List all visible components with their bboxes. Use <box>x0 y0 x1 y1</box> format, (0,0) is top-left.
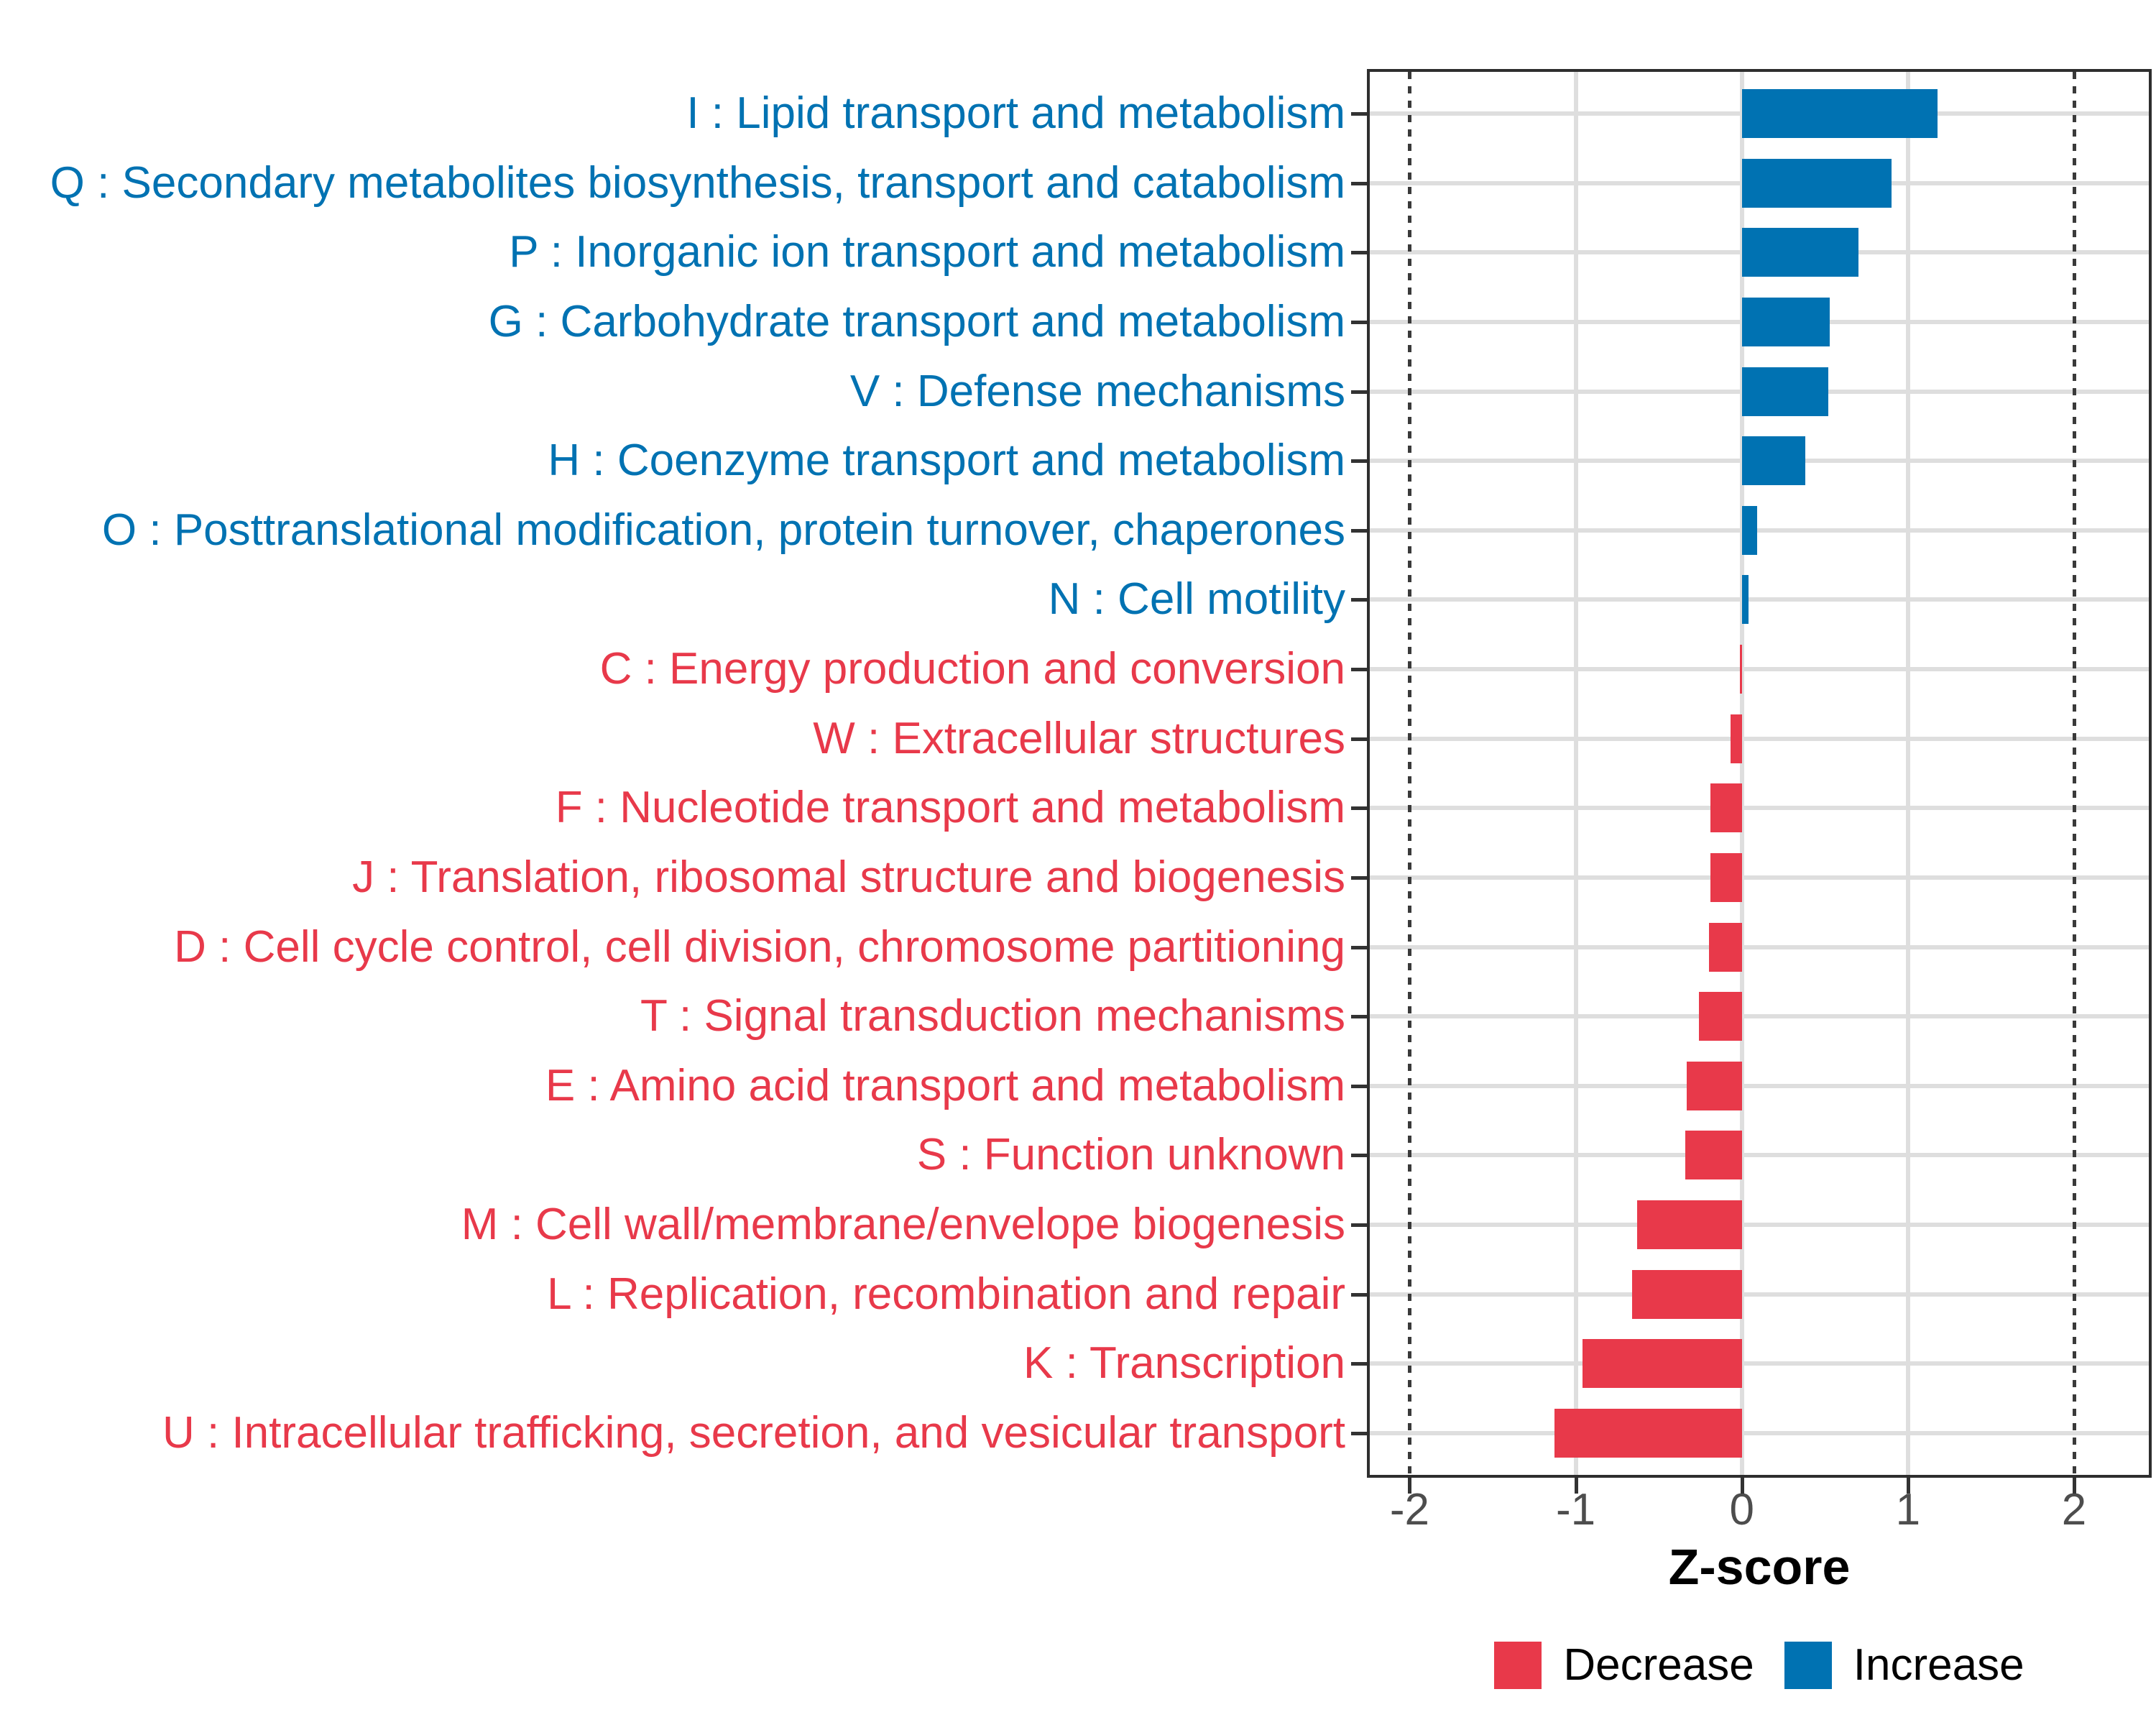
gridline-y-C <box>1370 667 2149 672</box>
gridline-y-O <box>1370 528 2149 533</box>
category-label-M: M : Cell wall/membrane/envelope biogenes… <box>461 1200 1345 1250</box>
y-tick-H <box>1351 459 1368 464</box>
x-tick-1 <box>1906 1476 1910 1494</box>
y-tick-M <box>1351 1223 1368 1228</box>
bar-W <box>1730 714 1742 763</box>
bar-G <box>1741 297 1830 346</box>
category-label-J: J : Translation, ribosomal structure and… <box>352 852 1345 902</box>
legend-item-decrease: Decrease <box>1494 1640 1754 1690</box>
bar-U <box>1554 1409 1742 1458</box>
category-label-U: U : Intracellular trafficking, secretion… <box>162 1408 1345 1458</box>
y-tick-S <box>1351 1154 1368 1158</box>
legend-swatch-increase <box>1784 1642 1832 1689</box>
x-tick-2 <box>2072 1476 2076 1494</box>
bar-D <box>1708 922 1742 972</box>
bar-S <box>1685 1131 1742 1180</box>
bar-Q <box>1741 158 1892 208</box>
legend: Decrease Increase <box>1370 1640 2149 1690</box>
y-tick-K <box>1351 1362 1368 1366</box>
category-label-H: H : Coenzyme transport and metabolism <box>548 436 1345 486</box>
y-tick-L <box>1351 1292 1368 1297</box>
category-label-E: E : Amino acid transport and metabolism <box>545 1060 1345 1110</box>
y-tick-V <box>1351 390 1368 394</box>
category-label-I: I : Lipid transport and metabolism <box>686 88 1345 138</box>
gridline-y-E <box>1370 1083 2149 1088</box>
bar-I <box>1741 88 1938 138</box>
y-tick-G <box>1351 320 1368 324</box>
legend-swatch-decrease <box>1494 1642 1542 1689</box>
gridline-y-J <box>1370 875 2149 880</box>
gridline-y-M <box>1370 1223 2149 1228</box>
x-axis-title: Z-score <box>1668 1539 1851 1595</box>
category-label-Q: Q : Secondary metabolites biosynthesis, … <box>50 157 1345 208</box>
category-label-G: G : Carbohydrate transport and metabolis… <box>488 296 1345 346</box>
bar-V <box>1741 367 1828 416</box>
gridline-y-N <box>1370 597 2149 602</box>
bar-H <box>1741 436 1805 486</box>
category-label-F: F : Nucleotide transport and metabolism <box>555 783 1345 833</box>
reference-line-2 <box>2072 72 2076 1475</box>
gridline-y-F <box>1370 806 2149 811</box>
y-tick-D <box>1351 945 1368 949</box>
bar-O <box>1741 505 1757 555</box>
x-tick--1 <box>1574 1476 1578 1494</box>
y-tick-P <box>1351 251 1368 255</box>
y-tick-Q <box>1351 181 1368 185</box>
y-tick-T <box>1351 1015 1368 1019</box>
y-tick-C <box>1351 668 1368 672</box>
y-tick-W <box>1351 737 1368 741</box>
bar-N <box>1741 575 1749 625</box>
gridline-x--1 <box>1573 72 1578 1475</box>
y-tick-F <box>1351 806 1368 811</box>
legend-item-increase: Increase <box>1784 1640 2024 1690</box>
category-label-K: K : Transcription <box>1023 1338 1345 1389</box>
y-tick-E <box>1351 1084 1368 1088</box>
gridline-y-S <box>1370 1153 2149 1158</box>
plot-panel <box>1370 72 2149 1475</box>
bar-P <box>1741 228 1858 277</box>
category-label-P: P : Inorganic ion transport and metaboli… <box>509 227 1345 277</box>
gridline-y-L <box>1370 1292 2149 1297</box>
gridline-y-K <box>1370 1361 2149 1366</box>
category-label-C: C : Energy production and conversion <box>599 644 1345 694</box>
category-label-W: W : Extracellular structures <box>813 713 1345 763</box>
legend-label-increase: Increase <box>1853 1640 2024 1690</box>
y-tick-N <box>1351 598 1368 602</box>
gridline-x-1 <box>1905 72 1910 1475</box>
bar-C <box>1739 645 1742 694</box>
category-label-T: T : Signal transduction mechanisms <box>640 991 1345 1041</box>
gridline-y-W <box>1370 736 2149 741</box>
category-label-L: L : Replication, recombination and repai… <box>547 1269 1345 1319</box>
x-tick-0 <box>1740 1476 1744 1494</box>
bar-M <box>1637 1200 1742 1250</box>
category-label-V: V : Defense mechanisms <box>849 366 1345 416</box>
x-tick--2 <box>1408 1476 1412 1494</box>
category-label-S: S : Function unknown <box>916 1130 1345 1180</box>
bar-F <box>1710 783 1742 833</box>
bar-L <box>1632 1269 1742 1319</box>
y-tick-J <box>1351 875 1368 880</box>
bar-J <box>1710 852 1742 902</box>
y-tick-O <box>1351 528 1368 533</box>
y-tick-I <box>1351 111 1368 116</box>
gridline-y-U <box>1370 1431 2149 1436</box>
gridline-x-0 <box>1739 72 1744 1475</box>
gridline-y-T <box>1370 1014 2149 1019</box>
bar-E <box>1687 1061 1742 1110</box>
bar-T <box>1698 992 1742 1041</box>
legend-label-decrease: Decrease <box>1563 1640 1754 1690</box>
category-label-N: N : Cell motility <box>1048 574 1345 625</box>
bar-K <box>1582 1339 1742 1389</box>
category-label-O: O : Posttranslational modification, prot… <box>101 505 1345 555</box>
category-label-D: D : Cell cycle control, cell division, c… <box>174 921 1345 972</box>
reference-line--2 <box>1408 72 1412 1475</box>
y-tick-U <box>1351 1432 1368 1436</box>
gridline-y-D <box>1370 944 2149 949</box>
